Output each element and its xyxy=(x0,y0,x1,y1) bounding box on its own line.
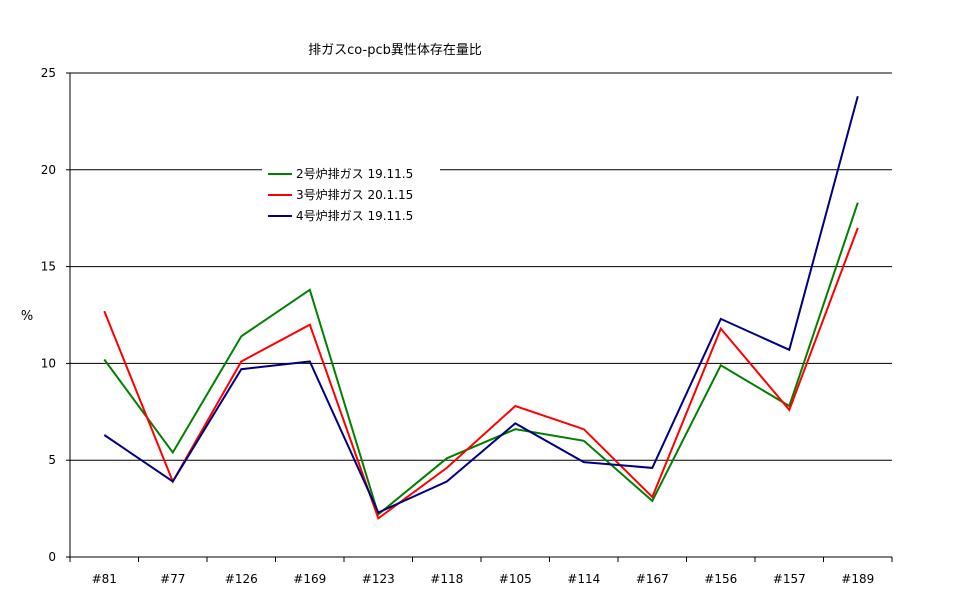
series-line xyxy=(103,95,859,514)
legend-entry: 3号炉排ガス 20.1.15 xyxy=(296,188,413,202)
series-lines xyxy=(103,95,859,520)
x-tick-label: #189 xyxy=(841,572,874,586)
legend: 2号炉排ガス 19.11.5 3号炉排ガス 20.1.15 4号炉排ガス 19.11… xyxy=(262,162,440,233)
x-tick-label: #167 xyxy=(636,572,669,586)
y-tick-label: 5 xyxy=(48,453,56,467)
legend-entry: 2号炉排ガス 19.11.5 xyxy=(296,167,413,181)
x-tick-label: #126 xyxy=(225,572,258,586)
x-tick-label: #169 xyxy=(293,572,326,586)
x-tick-label: #81 xyxy=(92,572,117,586)
series-line xyxy=(103,227,859,520)
y-axis-label: % xyxy=(21,309,33,324)
y-tick-label: 10 xyxy=(41,356,56,370)
x-tick-label: #156 xyxy=(704,572,737,586)
chart-title: 排ガスco-pcb異性体存在量比 xyxy=(308,43,482,58)
x-tick-label: #118 xyxy=(430,572,463,586)
axes xyxy=(69,73,892,558)
x-tick-label: #123 xyxy=(362,572,395,586)
y-tick-label: 15 xyxy=(41,260,56,274)
x-tick-labels: #81 #77 #126 #169 #123 #118 #105 #114 #167 #156 #1… xyxy=(69,557,893,586)
x-tick-label: #114 xyxy=(567,572,600,586)
x-tick-label: #105 xyxy=(499,572,532,586)
x-tick-label: #77 xyxy=(160,572,185,586)
y-tick-label: 20 xyxy=(41,163,56,177)
y-tick-labels: 0 5 10 15 20 25 xyxy=(41,66,70,564)
legend-entry: 4号炉排ガス 19.11.5 xyxy=(296,209,413,223)
y-tick-label: 0 xyxy=(48,550,56,564)
x-tick-label: #157 xyxy=(773,572,806,586)
y-tick-label: 25 xyxy=(41,66,56,80)
gridlines xyxy=(70,72,892,461)
series-line xyxy=(103,202,859,517)
